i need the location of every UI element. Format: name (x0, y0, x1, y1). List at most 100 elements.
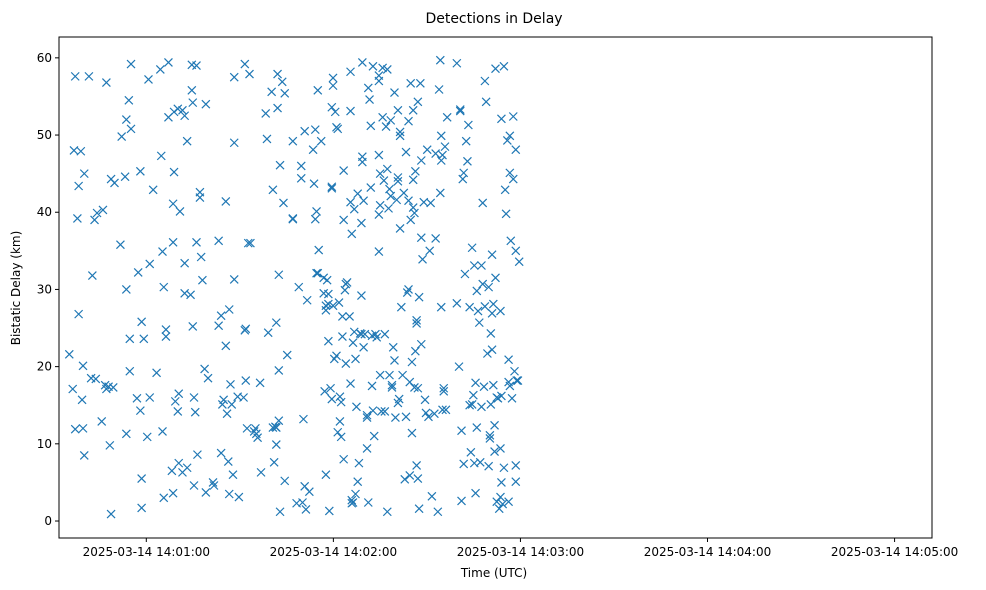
data-point (337, 312, 347, 321)
data-point (387, 380, 397, 390)
data-point (310, 214, 320, 224)
data-point (108, 383, 118, 392)
data-point (413, 383, 423, 393)
data-point (485, 433, 495, 443)
data-point (256, 467, 266, 477)
data-point (505, 381, 515, 391)
data-point (229, 274, 239, 284)
data-point (255, 378, 265, 388)
data-point (452, 58, 462, 68)
data-point (302, 295, 312, 305)
data-point (314, 245, 324, 255)
data-point (353, 477, 363, 487)
data-point (328, 301, 338, 311)
data-point (346, 379, 355, 389)
data-point (504, 497, 514, 507)
data-point (481, 97, 491, 107)
data-point (406, 215, 416, 225)
data-point (70, 71, 80, 81)
data-point (499, 61, 509, 71)
data-point (173, 104, 183, 114)
data-point (394, 394, 404, 404)
data-point (375, 169, 385, 179)
data-point (480, 76, 490, 86)
data-point (78, 423, 88, 433)
data-point (463, 156, 472, 166)
data-point (412, 318, 422, 328)
data-point (126, 59, 136, 69)
data-point (155, 64, 165, 74)
data-point (142, 432, 152, 442)
data-point (436, 131, 446, 141)
data-point (455, 105, 465, 114)
y-tick-label: 20 (37, 360, 52, 374)
data-point (226, 379, 235, 389)
data-point (339, 454, 349, 464)
data-point (132, 393, 142, 403)
data-point (366, 121, 376, 131)
data-point (133, 268, 143, 277)
data-point (477, 402, 486, 412)
data-point (168, 199, 178, 209)
data-point (137, 317, 147, 327)
data-point (203, 373, 213, 383)
data-point (327, 102, 337, 112)
data-point (396, 302, 406, 312)
data-point (77, 395, 87, 405)
data-point (353, 189, 363, 199)
data-point (491, 273, 500, 283)
data-point (316, 136, 326, 146)
data-point (478, 198, 488, 208)
data-point (384, 203, 393, 213)
data-point (375, 370, 385, 380)
data-point (427, 491, 437, 501)
data-point (195, 193, 205, 202)
data-point (347, 495, 357, 505)
data-point (395, 131, 405, 141)
data-point (274, 270, 284, 280)
data-point (101, 78, 111, 87)
data-point (416, 339, 426, 349)
data-point (320, 386, 330, 396)
data-point (390, 413, 400, 422)
data-point (121, 115, 131, 125)
data-point (313, 85, 323, 95)
data-point (327, 183, 337, 193)
data-point (511, 246, 521, 256)
data-point (346, 67, 355, 77)
data-point (501, 209, 511, 219)
data-point (472, 423, 482, 433)
data-point (405, 471, 415, 480)
data-point (167, 466, 177, 476)
data-point (357, 291, 366, 301)
y-axis-ticks: 0 10 20 30 40 50 60 (37, 51, 59, 528)
data-point (412, 315, 422, 325)
data-point (392, 195, 402, 205)
data-point (379, 176, 389, 186)
data-point (126, 124, 136, 134)
data-point (433, 507, 443, 517)
data-point (189, 393, 199, 402)
data-point (380, 406, 390, 416)
data-point (326, 383, 335, 393)
data-point (357, 218, 366, 228)
data-point (413, 474, 423, 483)
data-point (478, 279, 488, 289)
data-point (196, 252, 206, 262)
data-point (513, 376, 523, 385)
data-point (438, 405, 447, 415)
data-point (441, 405, 451, 415)
data-point (415, 78, 425, 88)
chart-title: Detections in Delay (425, 11, 562, 27)
plot-area-frame (58, 36, 933, 539)
data-point (354, 458, 364, 468)
data-point (323, 289, 333, 299)
data-point (469, 261, 479, 270)
y-tick-label: 50 (37, 128, 52, 142)
data-point (502, 136, 512, 145)
data-point (508, 174, 518, 184)
data-point (404, 285, 413, 294)
data-point (332, 351, 341, 361)
data-point (426, 198, 436, 208)
